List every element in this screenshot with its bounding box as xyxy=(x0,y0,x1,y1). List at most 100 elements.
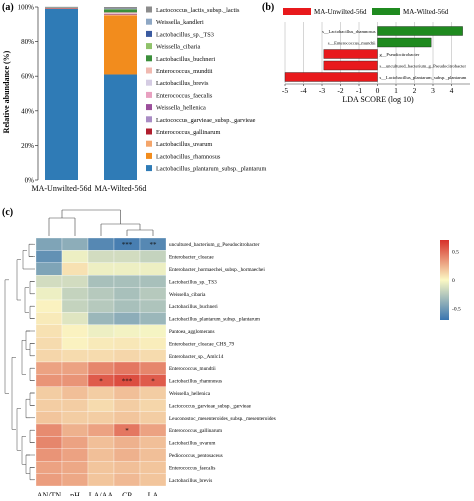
heatmap-cell xyxy=(88,436,114,448)
lda-bar-label: s__Lactobacillus_rhamnosus xyxy=(322,29,376,34)
legend-swatch xyxy=(146,92,152,98)
heatmap-cell xyxy=(88,399,114,411)
legend-swatch xyxy=(146,43,152,49)
legend-swatch-unwilted xyxy=(283,8,311,15)
column-label: AN/TN xyxy=(37,491,62,496)
heatmap-cell xyxy=(62,250,88,262)
row-label: Pediococcus_pentosaceus xyxy=(169,453,223,459)
legend-swatch xyxy=(146,7,152,13)
bar-segment xyxy=(104,12,137,13)
heatmap-colorbar: 0.50-0.5 xyxy=(440,240,461,320)
x-tick-label: 2 xyxy=(413,86,417,95)
panel-label-b: (b) xyxy=(262,2,274,13)
column-label: CP xyxy=(122,491,132,496)
legend-swatch xyxy=(146,19,152,25)
heatmap-cell xyxy=(62,300,88,312)
heatmap-cell xyxy=(62,263,88,275)
column-dendrogram xyxy=(49,210,153,236)
row-label: Weissella_cibaria xyxy=(169,292,206,298)
lda-bar xyxy=(378,27,463,36)
heatmap-cell xyxy=(114,436,140,448)
row-label: Lactobacillus_plantarum_subsp._plantarum xyxy=(169,317,260,323)
heatmap-cell xyxy=(114,250,140,262)
heatmap-cell xyxy=(114,288,140,300)
heatmap-cell xyxy=(88,387,114,399)
heatmap-cell xyxy=(114,263,140,275)
y-tick-label: 20% xyxy=(21,142,34,150)
heatmap-cell xyxy=(140,337,166,349)
heatmap-cell xyxy=(88,337,114,349)
heatmap-cell xyxy=(88,412,114,424)
lda-bar xyxy=(285,73,378,82)
lda-x-axis-label: LDA SCORE (log 10) xyxy=(342,95,414,104)
row-label: uncultured_bacterium_g_Pseudocitrobacter xyxy=(169,242,260,248)
heatmap-cell xyxy=(62,424,88,436)
x-tick-label: 1 xyxy=(394,86,398,95)
heatmap-cell xyxy=(114,412,140,424)
lda-bar-label: s__Lactobacillus_plantarum_subsp._planta… xyxy=(380,75,467,80)
significance-mark: *** xyxy=(122,378,133,386)
heatmap-cell xyxy=(114,399,140,411)
panel-label-a: (a) xyxy=(2,2,14,13)
legend-swatch xyxy=(146,55,152,61)
heatmap-cell xyxy=(140,250,166,262)
bar-segment xyxy=(45,9,78,180)
x-tick-label: 4 xyxy=(450,86,454,95)
row-label: Enterobacter_cloacae xyxy=(169,255,214,261)
heatmap-cell xyxy=(36,399,62,411)
heatmap-cell xyxy=(140,275,166,287)
heatmap-cell xyxy=(36,436,62,448)
bar-segment xyxy=(104,15,137,16)
stacked-bar-chart: 0%20%40%60%80%100% Relative abundance (%… xyxy=(2,4,266,194)
row-label: Enterobacter_sp._Amlc14 xyxy=(169,354,224,360)
heatmap-cell xyxy=(62,350,88,362)
heatmap-cell xyxy=(140,387,166,399)
heatmap-cell xyxy=(88,474,114,486)
column-label: pH xyxy=(70,491,80,496)
heatmap-cell xyxy=(140,362,166,374)
heatmap-cell xyxy=(114,362,140,374)
row-label: Lactobacillus_buchneri xyxy=(169,304,218,310)
legend-label-wilted: MA-Wilted-56d xyxy=(403,8,449,16)
heatmap-cell xyxy=(62,275,88,287)
heatmap-cell xyxy=(36,350,62,362)
heatmap-cell xyxy=(62,461,88,473)
heatmap-cell xyxy=(140,436,166,448)
heatmap-cell xyxy=(36,374,62,386)
row-label: Leuconostoc_mesenteroides_subsp._mesente… xyxy=(169,416,276,422)
colorbar-tick-label: 0.5 xyxy=(452,249,459,255)
heatmap-cell xyxy=(62,474,88,486)
heatmap-cell xyxy=(36,474,62,486)
heatmap-cell xyxy=(88,424,114,436)
heatmap-cell xyxy=(62,337,88,349)
stacked-bars xyxy=(45,7,137,180)
column-label: LA/AA xyxy=(89,491,114,496)
heatmap-cell xyxy=(36,387,62,399)
heatmap-cell xyxy=(88,325,114,337)
heatmap-cell xyxy=(36,325,62,337)
x-tick-label: 0 xyxy=(376,86,380,95)
heatmap-cell xyxy=(88,250,114,262)
significance-mark: *** xyxy=(122,241,133,249)
bar-segment xyxy=(104,16,137,75)
heatmap-cell xyxy=(140,350,166,362)
legend-label: Lactobacillus_uvarum xyxy=(156,141,212,148)
heatmap-cell xyxy=(114,300,140,312)
significance-mark: * xyxy=(99,378,103,386)
bar-segment xyxy=(104,9,137,10)
heatmap-cell xyxy=(36,300,62,312)
lda-bar xyxy=(324,50,378,59)
heatmap-cell xyxy=(140,312,166,324)
legend-label: Lactobacillus_brevis xyxy=(156,80,209,87)
lda-bars: s__Lactobacillus_rhamnosuss__Enterococcu… xyxy=(285,27,467,82)
legend-swatch xyxy=(146,104,152,110)
heatmap-cell xyxy=(140,288,166,300)
bar-segment xyxy=(104,7,137,9)
heatmap-cell xyxy=(62,436,88,448)
stacked-bar-legend: Lactococcus_lactis_subsp._lactisWeissell… xyxy=(146,7,266,173)
heatmap-cell xyxy=(140,461,166,473)
legend-swatch xyxy=(146,31,152,37)
